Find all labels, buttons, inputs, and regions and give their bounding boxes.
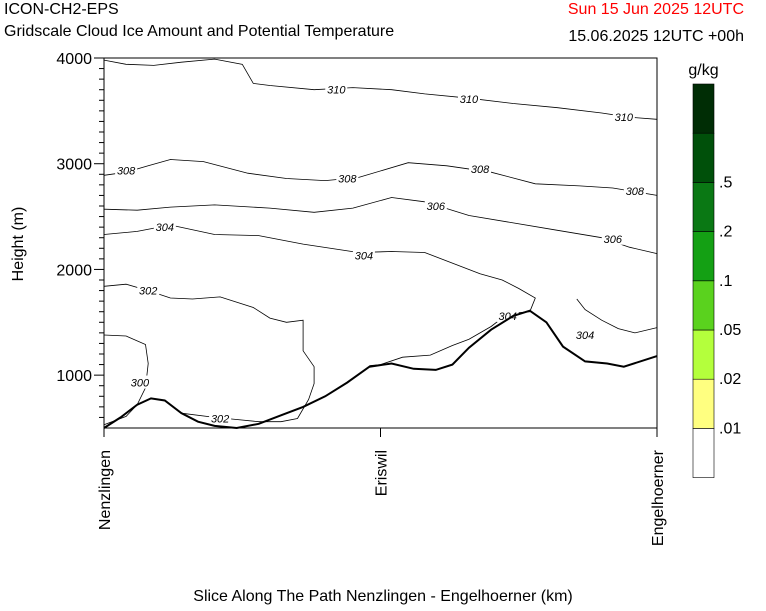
contour-label-304: 304 — [576, 330, 594, 342]
contour-label-bg — [424, 199, 447, 212]
contour-line-306 — [103, 197, 658, 254]
colorbar-swatch — [692, 231, 715, 282]
y-tick-label: 4000 — [56, 51, 92, 68]
contour-label-bg — [153, 220, 176, 234]
contour-label-bg — [209, 411, 232, 425]
contour-line-304 — [103, 224, 536, 366]
colorbar-swatch — [692, 329, 715, 380]
contour-label-bg — [574, 327, 597, 341]
colorbar-title: g/kg — [688, 62, 718, 79]
contour-label-306: 306 — [604, 234, 623, 246]
contour-label-310: 310 — [327, 85, 346, 97]
contour-label-bg — [601, 231, 624, 245]
x-tick-label: Engelhoerner — [650, 449, 667, 546]
contour-label-bg — [137, 283, 160, 297]
contour-label-bg — [336, 171, 359, 185]
contour-label-bg — [612, 110, 635, 124]
y-tick-label: 1000 — [56, 368, 92, 385]
contour-label-302: 302 — [139, 286, 157, 298]
contour-line-304 — [576, 298, 658, 334]
y-axis-label: Height (m) — [10, 207, 27, 282]
colorbar-label: .5 — [719, 174, 732, 191]
contour-label-bg — [623, 184, 646, 198]
contour-label-304: 304 — [156, 222, 174, 234]
run-info: 15.06.2025 12UTC +00h — [568, 28, 744, 45]
colorbar-label: .01 — [719, 420, 741, 437]
contour-label-302: 302 — [211, 413, 229, 425]
colorbar-swatch — [692, 83, 715, 134]
contour-line-310 — [103, 58, 658, 120]
contour-label-300: 300 — [131, 378, 150, 390]
plot-frame — [103, 57, 658, 429]
x-axis-label: Slice Along The Path Nenzlingen - Engelh… — [193, 588, 573, 605]
contour-label-310: 310 — [615, 112, 634, 124]
colorbar-legend: g/kg .01 .02 .05 .1 .2 .5 — [688, 62, 741, 478]
y-tick-label: 2000 — [56, 262, 92, 279]
contour-label-bg — [496, 308, 519, 322]
colorbar-swatch — [692, 132, 715, 183]
contour-label-306: 306 — [427, 201, 446, 213]
terrain-line — [103, 309, 658, 430]
contour-label-308: 308 — [471, 164, 490, 176]
colorbar-label: .02 — [719, 371, 741, 388]
plot-area: 310 310 310 308 308 308 308 306 306 304 304 304 304 3… — [103, 58, 658, 430]
contour-label-bg — [469, 162, 492, 175]
colorbar-swatch — [692, 428, 715, 478]
contour-label-bg — [457, 92, 480, 106]
contour-label-bg — [325, 82, 348, 96]
colorbar-label: .05 — [719, 322, 741, 339]
chart-subtitle: Gridscale Cloud Ice Amount and Potential… — [4, 23, 395, 40]
model-title: ICON-CH2-EPS — [4, 1, 119, 18]
x-tick-label: Eriswil — [374, 450, 391, 496]
contour-label-304: 304 — [499, 311, 517, 323]
colorbar-swatch — [692, 378, 715, 429]
contour-label-bg — [352, 248, 375, 262]
colorbar-label: .1 — [719, 273, 732, 290]
colorbar-swatch — [692, 280, 715, 331]
contour-line-302 — [103, 283, 315, 423]
contour-label-308: 308 — [338, 174, 357, 186]
contour-label-bg — [115, 163, 138, 177]
contour-label-308: 308 — [626, 186, 645, 198]
contour-label-308: 308 — [117, 166, 136, 178]
valid-time: Sun 15 Jun 2025 12UTC — [567, 1, 744, 18]
colorbar-label: .2 — [719, 224, 732, 241]
contour-line-308 — [103, 159, 658, 196]
contour-label-310: 310 — [460, 94, 479, 106]
x-tick-label: Nenzlingen — [97, 450, 114, 530]
contour-label-bg — [128, 375, 151, 389]
contour-label-304: 304 — [355, 251, 373, 263]
y-tick-label: 3000 — [56, 157, 92, 174]
axes: 1000 2000 3000 4000 Nenzlingen Eriswil Engelho… — [56, 51, 667, 546]
colorbar-swatch — [692, 182, 715, 232]
